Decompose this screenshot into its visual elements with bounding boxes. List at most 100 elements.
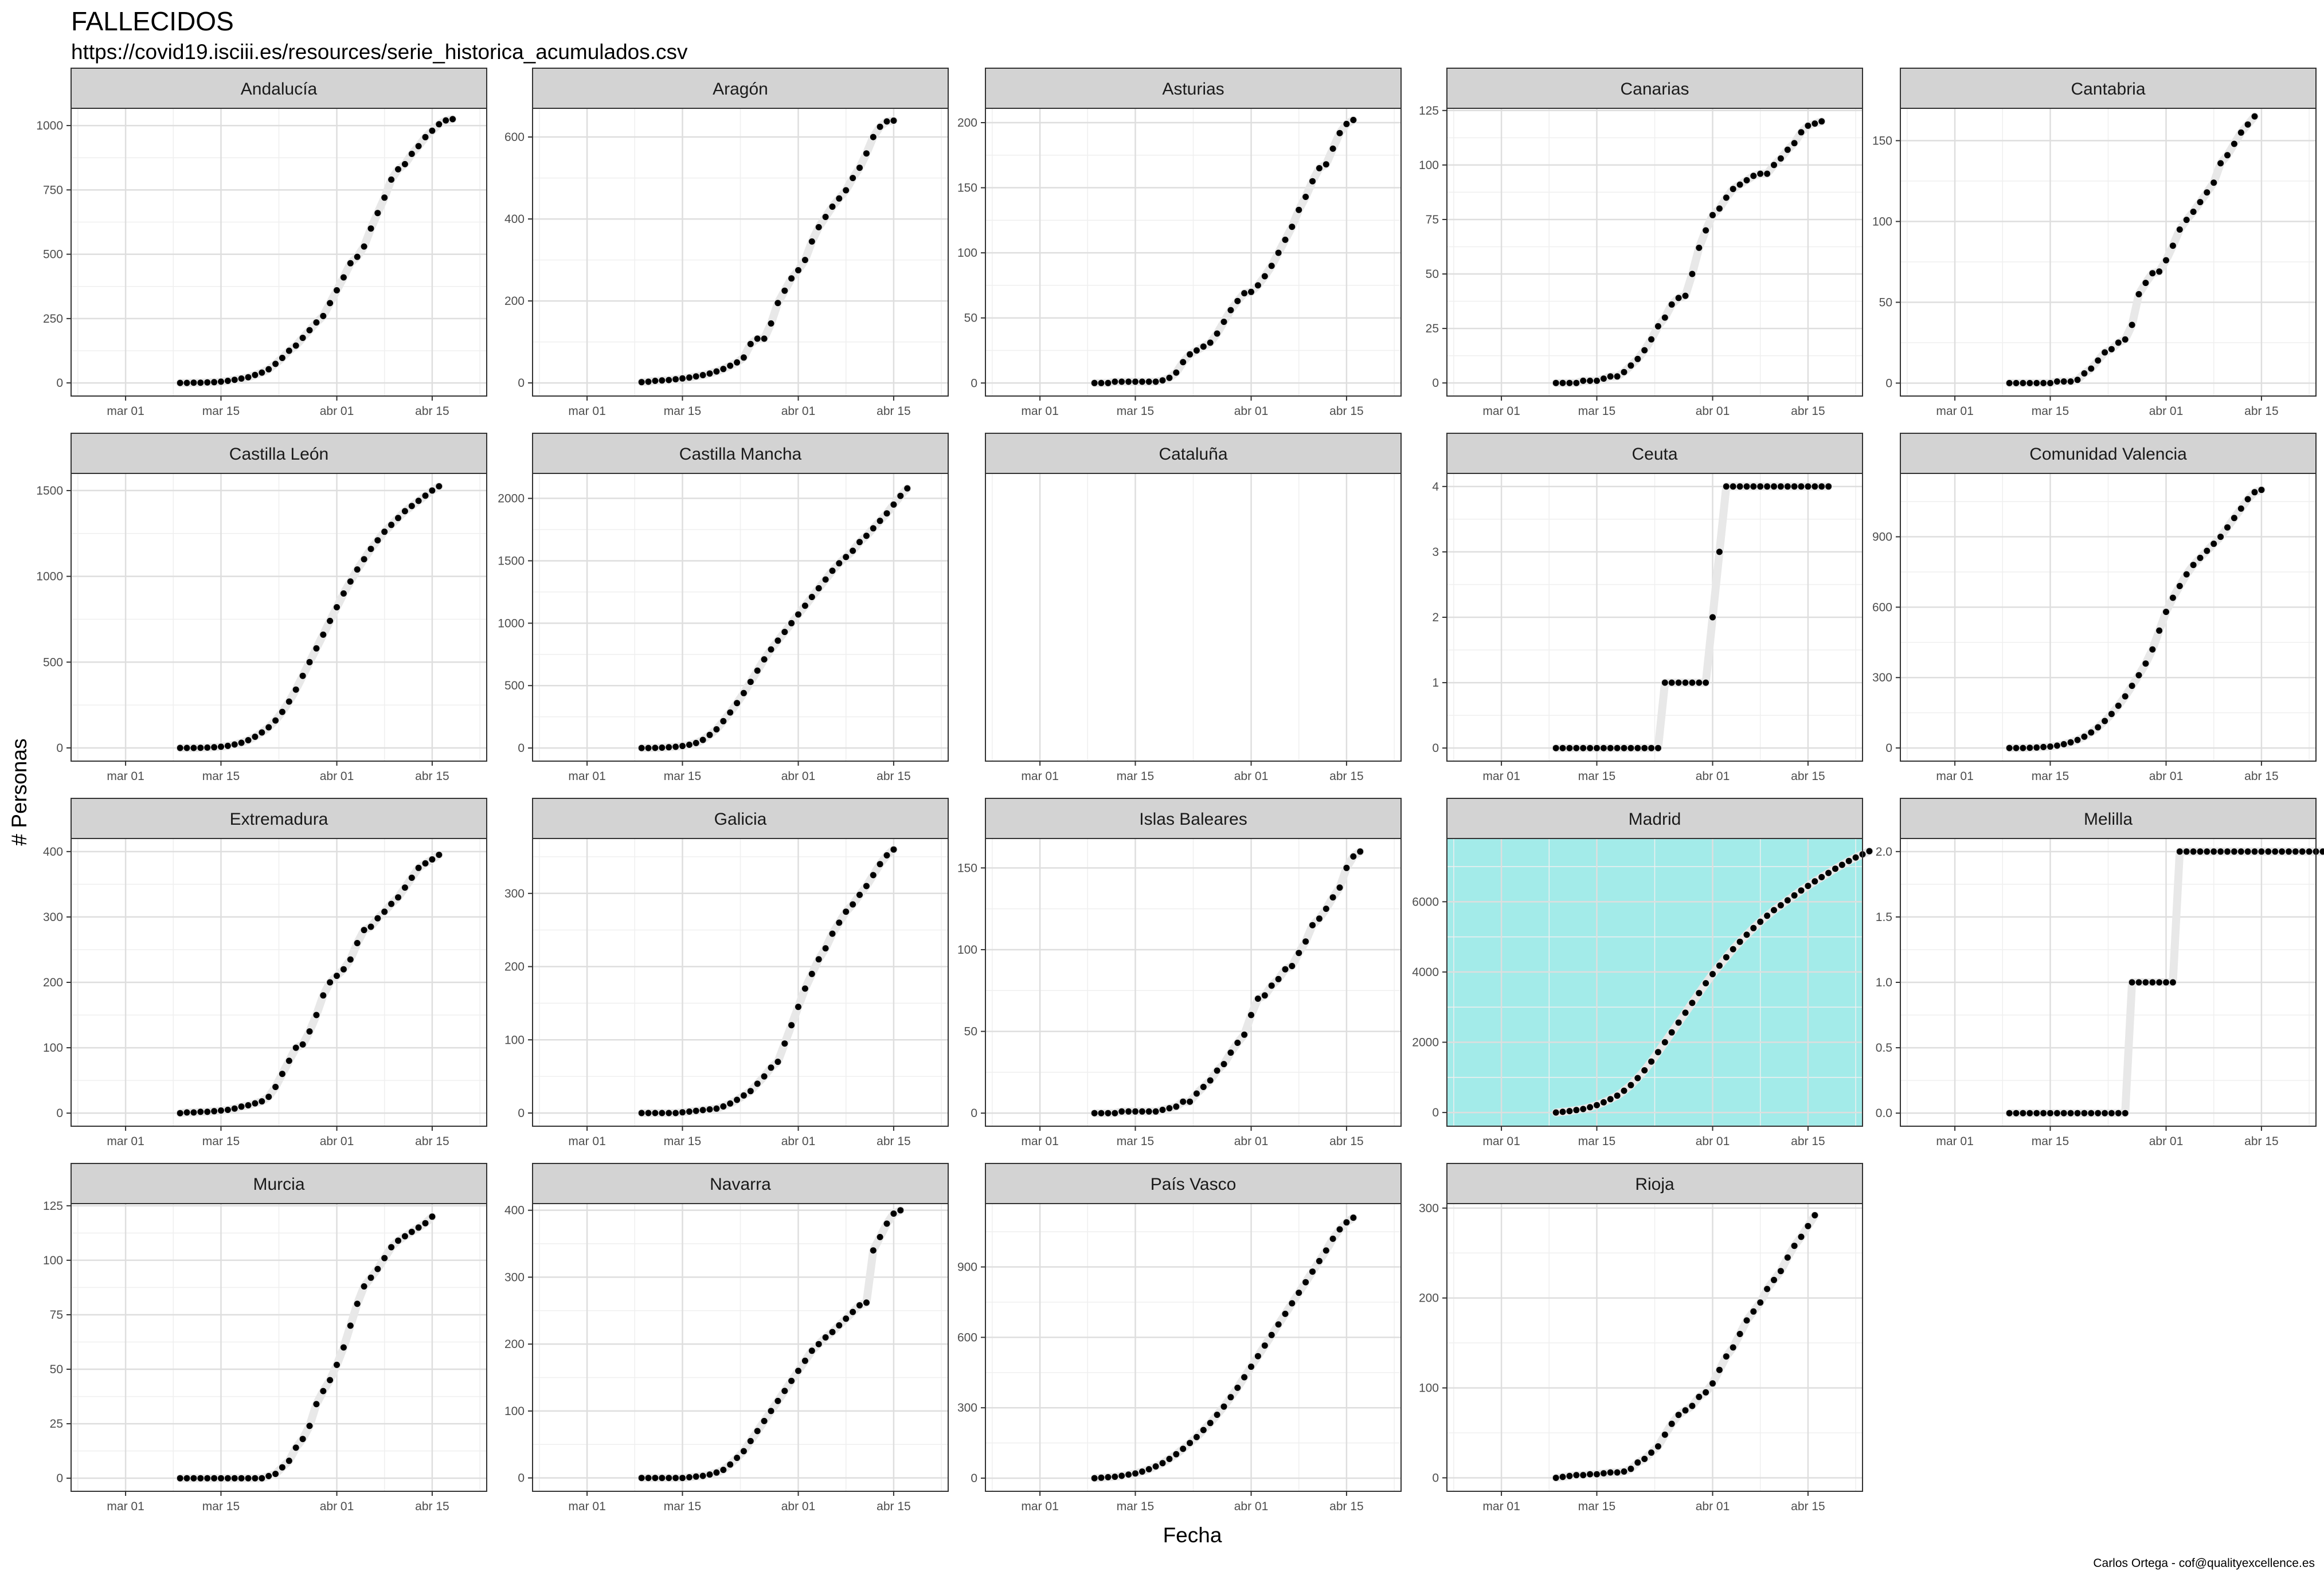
data-point	[2163, 609, 2169, 616]
data-point	[1634, 1075, 1641, 1082]
x-tick-label: abr 15	[415, 405, 449, 418]
data-point	[1118, 1472, 1125, 1479]
x-tick-label: abr 15	[2244, 1135, 2279, 1148]
x-tick-label: mar 15	[202, 1135, 240, 1148]
data-point	[2149, 646, 2156, 653]
data-point	[2163, 257, 2169, 264]
data-point	[1716, 1366, 1723, 1373]
x-tick-label: mar 01	[1021, 770, 1058, 783]
data-point	[183, 1109, 190, 1116]
data-point	[801, 1357, 808, 1364]
x-tick-label: abr 01	[2149, 770, 2184, 783]
strip-label-canarias: Canarias	[1620, 80, 1689, 99]
smooth-line-castilla-mancha	[637, 484, 911, 753]
x-tick-label: mar 15	[1578, 770, 1615, 783]
data-point	[1812, 483, 1818, 490]
x-tick-label: mar 15	[664, 1500, 701, 1513]
data-point	[774, 637, 781, 644]
x-tick-label: mar 01	[1021, 405, 1058, 418]
data-point	[740, 1092, 747, 1099]
data-point	[381, 908, 388, 915]
data-point	[1764, 912, 1771, 919]
strip-canarias	[1446, 68, 1863, 109]
data-point	[1566, 1108, 1573, 1115]
data-point	[808, 594, 815, 601]
data-point	[211, 1475, 218, 1482]
data-point	[645, 1475, 652, 1482]
data-point	[1207, 339, 1214, 346]
y-tick-label: 1500	[36, 484, 63, 497]
y-tick-label: 2.0	[1876, 845, 1892, 859]
data-point	[1798, 129, 1805, 136]
data-point	[1682, 292, 1689, 299]
data-point	[1716, 205, 1723, 212]
data-point	[265, 1472, 272, 1479]
y-tick-label: 300	[1419, 1202, 1439, 1215]
data-point	[292, 1444, 299, 1451]
data-point	[1703, 1389, 1709, 1396]
data-point	[1764, 483, 1771, 490]
data-point	[177, 745, 183, 751]
data-point	[218, 1107, 224, 1114]
data-point	[2149, 270, 2156, 277]
data-point	[713, 1469, 720, 1476]
x-tick-label: mar 15	[1578, 1500, 1615, 1513]
x-tick-label: abr 15	[1791, 405, 1825, 418]
data-point	[720, 1103, 727, 1110]
data-point	[1716, 962, 1723, 969]
data-point	[1254, 996, 1261, 1002]
data-point	[1336, 1226, 1343, 1233]
data-point	[1791, 1243, 1798, 1249]
strip-label-islas-baleares: Islas Baleares	[1139, 810, 1247, 829]
data-point	[231, 741, 238, 748]
data-point	[659, 745, 666, 751]
data-point	[327, 617, 334, 624]
data-point	[1627, 745, 1634, 751]
x-tick-label: abr 01	[320, 405, 354, 418]
data-point	[1234, 1384, 1241, 1391]
data-point	[1145, 1466, 1152, 1472]
data-point	[774, 1397, 781, 1404]
data-point	[299, 335, 306, 341]
data-point	[1594, 1102, 1600, 1108]
data-point	[1587, 377, 1594, 384]
data-point	[1241, 290, 1248, 297]
data-point	[747, 1437, 754, 1444]
data-point	[1296, 206, 1302, 213]
data-point	[843, 908, 850, 915]
x-tick-label: abr 15	[1791, 770, 1825, 783]
data-point	[706, 370, 713, 377]
data-point	[2013, 379, 2020, 386]
data-point	[395, 1237, 401, 1244]
data-point	[740, 354, 747, 361]
data-point	[652, 1475, 659, 1482]
data-point	[320, 312, 327, 319]
data-point	[313, 1012, 320, 1018]
y-tick-label: 0	[56, 742, 63, 755]
y-tick-label: 50	[964, 1025, 977, 1039]
strip-madrid	[1446, 798, 1863, 839]
data-point	[408, 1228, 415, 1235]
data-point	[374, 210, 381, 217]
data-point	[2088, 729, 2095, 736]
strip-aragon	[532, 68, 949, 109]
data-point	[666, 1110, 672, 1116]
data-point	[2190, 562, 2197, 569]
data-point	[1845, 857, 1852, 864]
data-point	[1268, 982, 1275, 989]
data-point	[870, 134, 877, 140]
data-point	[340, 590, 347, 597]
data-point	[2026, 745, 2033, 751]
data-point	[877, 518, 883, 524]
data-point	[1682, 679, 1689, 686]
data-point	[367, 923, 374, 930]
strip-islas-baleares	[985, 798, 1402, 839]
data-point	[843, 554, 850, 561]
data-point	[768, 646, 774, 653]
y-tick-label: 300	[1872, 671, 1892, 684]
data-point	[2102, 1110, 2108, 1116]
data-point	[904, 485, 911, 492]
y-tick-label: 400	[43, 845, 63, 859]
data-point	[429, 1213, 436, 1220]
data-point	[1091, 379, 1098, 386]
